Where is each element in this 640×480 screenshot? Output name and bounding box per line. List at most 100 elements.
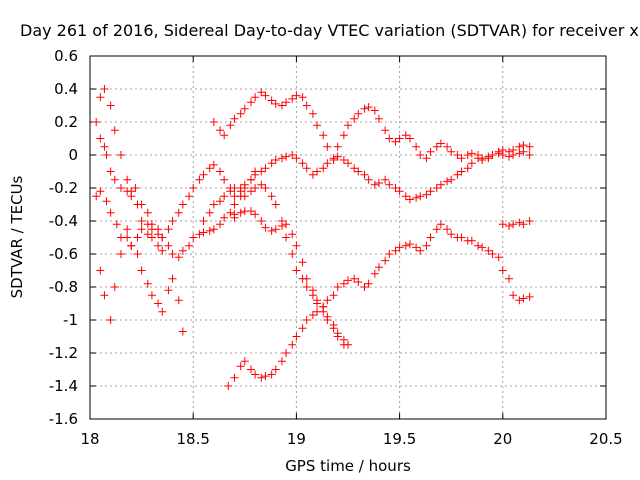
y-tick-label: 0.4 <box>54 80 78 98</box>
data-point <box>298 159 307 168</box>
data-point <box>92 192 101 201</box>
data-point <box>267 192 276 201</box>
data-point <box>209 200 218 209</box>
data-point <box>277 101 286 110</box>
data-point <box>319 131 328 140</box>
data-point <box>298 258 307 267</box>
data-point <box>205 208 214 217</box>
data-point <box>251 184 260 192</box>
data-point <box>209 160 218 169</box>
data-point <box>474 154 483 163</box>
data-point <box>463 164 472 173</box>
x-tick-label: 19.5 <box>383 430 416 448</box>
data-point <box>515 296 524 305</box>
data-point <box>405 240 414 249</box>
data-point <box>354 278 363 287</box>
data-point <box>261 164 270 173</box>
data-point <box>525 217 534 225</box>
data-point <box>504 274 513 283</box>
data-point <box>447 175 456 184</box>
data-point <box>137 200 146 209</box>
data-point <box>360 283 369 291</box>
data-point <box>453 170 462 179</box>
data-point <box>302 101 311 110</box>
data-point <box>288 94 297 103</box>
data-point <box>116 250 125 258</box>
x-tick-label: 20 <box>493 430 512 448</box>
data-point <box>436 180 445 189</box>
data-point <box>313 299 322 308</box>
data-point <box>416 246 425 255</box>
data-point <box>370 269 379 278</box>
data-point <box>381 126 390 135</box>
data-point <box>236 362 245 371</box>
data-point <box>236 109 245 118</box>
data-point <box>168 217 177 225</box>
data-point <box>143 279 152 288</box>
data-point <box>467 159 476 168</box>
data-point <box>257 88 266 97</box>
data-point <box>323 142 332 151</box>
data-point <box>224 382 233 390</box>
data-point <box>158 307 167 316</box>
data-point <box>364 175 373 184</box>
scatter-points <box>92 85 534 390</box>
data-point <box>395 187 404 196</box>
data-point <box>199 217 208 225</box>
data-point <box>374 179 383 188</box>
data-point <box>143 208 152 217</box>
data-point <box>298 274 307 283</box>
data-point <box>127 192 136 201</box>
data-point <box>178 246 187 255</box>
y-tick-label: -0.4 <box>49 212 78 230</box>
data-point <box>494 253 503 262</box>
data-point <box>282 98 291 107</box>
data-point <box>267 96 276 105</box>
data-point <box>168 250 177 258</box>
data-point <box>339 279 348 288</box>
data-point <box>205 164 214 173</box>
data-point <box>106 208 115 217</box>
data-point <box>370 180 379 189</box>
data-point <box>137 217 146 225</box>
data-point <box>267 370 276 379</box>
data-point <box>488 151 497 159</box>
data-point <box>509 151 518 159</box>
data-point <box>209 225 218 234</box>
data-point <box>494 149 503 158</box>
data-point <box>230 200 239 209</box>
data-point <box>432 142 441 151</box>
data-point <box>401 131 410 140</box>
data-point <box>515 218 524 227</box>
data-point <box>220 175 229 184</box>
data-point <box>509 220 518 229</box>
data-point <box>292 241 301 250</box>
data-point <box>123 225 132 234</box>
data-point <box>308 291 317 300</box>
data-point <box>216 197 225 206</box>
data-point <box>282 152 291 161</box>
y-tick-label: -1.4 <box>49 377 78 395</box>
x-axis-title: GPS time / hours <box>285 457 411 475</box>
data-point <box>381 256 390 265</box>
data-point <box>133 250 142 258</box>
y-tick-label: -1.2 <box>49 344 78 362</box>
data-point <box>463 151 472 159</box>
y-axis-title: SDTVAR / TECUs <box>8 175 26 298</box>
data-point <box>110 283 119 291</box>
data-point <box>329 324 338 333</box>
data-point <box>519 220 528 229</box>
data-point <box>488 250 497 258</box>
data-point <box>216 126 225 135</box>
data-point <box>230 213 239 222</box>
series-arc-4 <box>96 208 239 324</box>
data-point <box>216 220 225 229</box>
data-point <box>123 233 132 242</box>
data-point <box>230 184 239 192</box>
data-point <box>391 246 400 255</box>
data-point <box>354 167 363 176</box>
data-point <box>189 233 198 242</box>
data-point <box>292 332 301 341</box>
data-point <box>240 357 249 366</box>
